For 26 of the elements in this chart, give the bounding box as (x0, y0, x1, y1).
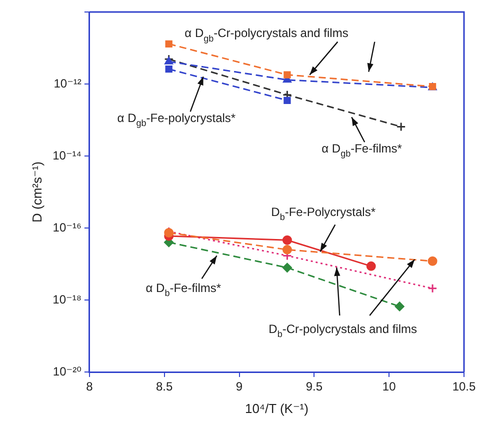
point (165, 40, 172, 48)
point (282, 244, 292, 254)
y-tick-label: 10⁻¹⁶ (52, 220, 82, 234)
y-tick-label: 10⁻¹⁸ (52, 292, 82, 306)
point (282, 235, 292, 245)
point (396, 122, 406, 132)
point (165, 65, 172, 73)
point (366, 261, 376, 271)
x-tick-label: 10 (382, 380, 396, 394)
point (284, 96, 291, 104)
y-tick-label: 10⁻²⁰ (52, 364, 82, 378)
point (164, 56, 174, 64)
x-tick-label: 8.5 (156, 380, 174, 394)
point (282, 262, 292, 272)
y-tick-label: 10⁻¹² (54, 76, 82, 90)
point (394, 302, 404, 312)
point (284, 71, 291, 78)
x-tick-label: 9.5 (306, 380, 323, 394)
point (428, 256, 438, 266)
x-axis-title: 10⁴/T (K⁻¹) (244, 400, 308, 416)
x-tick-label: 8 (86, 380, 94, 394)
point (428, 284, 438, 294)
x-tick-label: 9 (236, 380, 243, 394)
y-tick-label: 10⁻¹⁴ (52, 148, 82, 162)
y-axis-title: D (cm²s⁻¹) (29, 161, 44, 223)
x-tick-label: 10.5 (452, 380, 476, 394)
